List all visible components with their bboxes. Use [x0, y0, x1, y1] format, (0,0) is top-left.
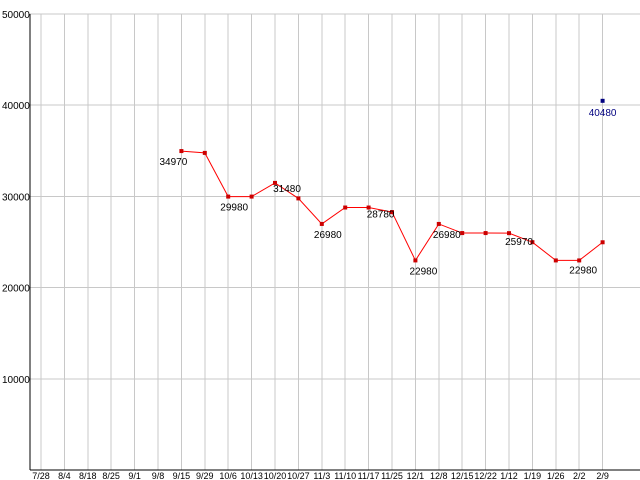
x-axis-tick-label: 10/20: [264, 471, 287, 480]
price-history-line-data-point: [296, 196, 301, 201]
x-axis-tick-label: 7/28: [32, 471, 50, 480]
price-history-line-data-point: [600, 240, 605, 245]
x-axis-tick-label: 10/27: [287, 471, 310, 480]
isolated-price-point-data-point: [600, 98, 605, 103]
y-axis-tick-label: 40000: [2, 101, 30, 112]
x-axis-tick-label: 2/9: [596, 471, 609, 480]
x-axis-tick-label: 11/10: [334, 471, 356, 480]
x-axis-tick-label: 1/26: [547, 471, 565, 480]
x-axis-tick-label: 12/15: [451, 471, 474, 480]
price-history-line-data-point: [226, 194, 231, 199]
price-history-line-data-point: [179, 149, 184, 154]
price-history-line-data-point: [577, 258, 582, 263]
price-history-line-data-point: [249, 194, 254, 199]
price-history-line-data-point: [390, 210, 394, 215]
x-axis-tick-label: 11/25: [381, 471, 403, 480]
x-axis-tick-label: 12/8: [430, 471, 448, 480]
y-axis-tick-label: 10000: [2, 375, 30, 386]
price-history-line-data-point: [507, 231, 511, 236]
price-history-line-data-point: [202, 150, 207, 155]
x-axis-tick-label: 11/3: [313, 471, 330, 480]
point-value-label: 26980: [433, 230, 461, 241]
point-value-label: 28780: [367, 210, 395, 221]
x-axis-tick-label: 9/1: [128, 471, 141, 480]
y-axis-tick-label: 20000: [2, 284, 30, 295]
x-axis-tick-label: 8/18: [79, 471, 97, 480]
point-value-label: 40480: [589, 108, 617, 119]
x-axis-tick-label: 11/17: [358, 471, 380, 480]
x-axis-tick-label: 1/19: [524, 471, 542, 480]
point-value-label: 34970: [159, 157, 187, 168]
price-history-line-data-point: [460, 231, 465, 236]
price-history-line-data-point: [343, 205, 348, 210]
point-value-label: 22980: [569, 265, 597, 276]
x-axis-tick-label: 8/25: [102, 471, 120, 480]
x-axis-tick-label: 9/15: [173, 471, 191, 480]
x-axis-tick-label: 9/8: [152, 471, 165, 480]
price-history-line-data-point: [436, 221, 441, 226]
y-axis-tick-label: 50000: [2, 10, 30, 21]
point-value-label: 26980: [314, 230, 342, 241]
x-axis-tick-label: 2/2: [573, 471, 586, 480]
price-history-line-data-point: [413, 258, 418, 263]
price-history-line-data-point: [553, 258, 558, 263]
x-axis-tick-label: 9/29: [196, 471, 214, 480]
price-history-line-data-point: [366, 205, 371, 210]
x-axis-tick-label: 8/4: [58, 471, 71, 480]
x-axis-tick-label: 10/13: [240, 471, 263, 480]
x-axis-tick-label: 10/6: [219, 471, 237, 480]
price-history-line-data-point: [319, 221, 324, 226]
price-history-line-data-point: [273, 180, 277, 185]
price-history-line-data-point: [483, 231, 488, 236]
point-value-label: 29980: [220, 203, 248, 214]
point-value-label: 22980: [409, 266, 437, 277]
x-axis-tick-label: 12/1: [407, 471, 425, 480]
x-axis-tick-label: 12/22: [474, 471, 497, 480]
x-axis-tick-label: 1/12: [500, 471, 518, 480]
y-axis-tick-label: 30000: [2, 192, 30, 203]
point-value-label: 25970: [505, 237, 533, 248]
price-history-line-data-point: [530, 240, 535, 245]
point-value-label: 31480: [273, 184, 301, 195]
